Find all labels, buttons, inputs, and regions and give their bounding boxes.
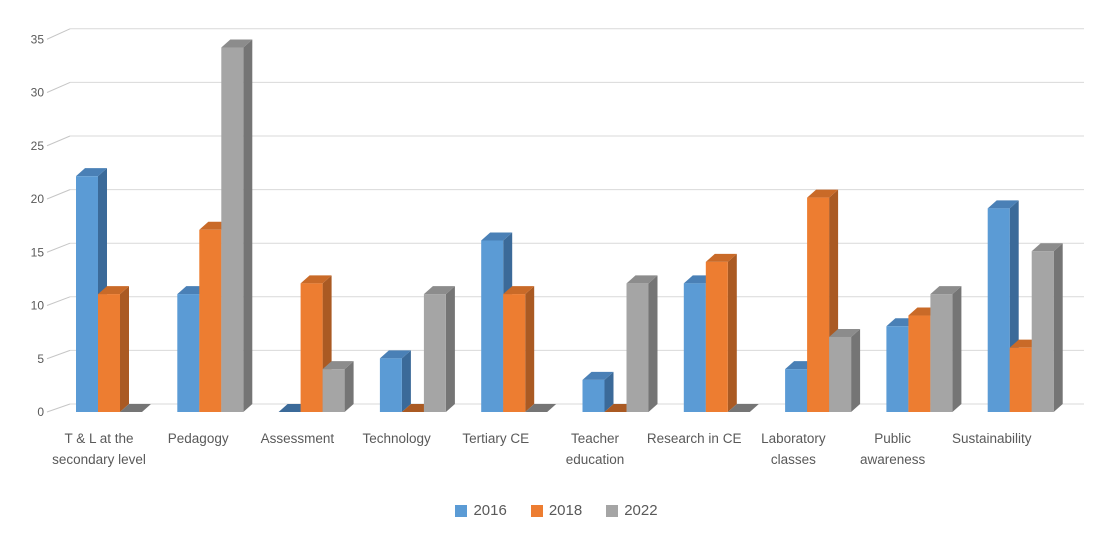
y-tick-line	[46, 135, 71, 147]
bar-2022-cat8-side	[952, 286, 962, 412]
bar-2016-cat9	[987, 208, 1010, 412]
bar-2022-cat9-side	[1053, 243, 1063, 412]
bar-2016-cat5-side	[604, 371, 614, 412]
y-tick-label: 35	[31, 32, 45, 46]
y-tick-line	[46, 242, 71, 253]
bar-2022-cat3-side	[445, 286, 455, 412]
legend: 2016 2018 2022	[0, 502, 1113, 519]
y-tick-line	[46, 349, 71, 360]
bar-2018-cat0-top	[98, 286, 129, 295]
bar-2016-cat8	[886, 326, 909, 412]
legend-label: 2018	[548, 502, 583, 519]
bar-2022-cat5	[626, 283, 649, 412]
bar-2016-cat6	[683, 283, 706, 412]
bar-2018-cat1	[199, 229, 222, 412]
category-label-0: T & L at the secondary level	[52, 431, 146, 467]
bar-2016-cat3-side	[401, 350, 411, 412]
category-label-7: Laboratory classes	[761, 431, 826, 467]
legend-item-2016: 2016	[455, 502, 507, 519]
y-tick-label: 30	[31, 86, 45, 100]
bar-2018-cat2	[300, 283, 323, 412]
bar-2018-cat6-top	[705, 253, 737, 262]
y-tick-label: 5	[37, 352, 44, 366]
category-label-8: Public awareness	[859, 431, 926, 467]
bar-2022-cat3	[423, 294, 446, 412]
bar-2018-cat9	[1009, 347, 1032, 412]
bar-2018-cat6-side	[727, 253, 737, 412]
bar-2022-cat7	[829, 336, 852, 412]
bar-2016-cat3-top	[379, 350, 411, 359]
bar-2022-cat3-top	[423, 286, 455, 295]
y-tick-line	[46, 403, 71, 413]
bar-2022-cat1-side	[243, 39, 253, 413]
bar-2018-cat0	[98, 294, 120, 412]
bar-2022-cat5-side	[648, 275, 658, 412]
category-label-1: Pedagogy	[167, 431, 229, 446]
y-tick-line	[46, 189, 71, 200]
category-label-5: Teacher education	[565, 431, 625, 467]
bar-2018-cat2-top	[300, 275, 332, 284]
bar-2016-cat5	[582, 379, 605, 412]
bar-2016-cat7	[785, 369, 808, 412]
bar-2018-cat4-side	[525, 286, 535, 412]
legend-swatch-2018	[530, 504, 543, 517]
bar-2018-cat0-side	[120, 286, 129, 412]
bar-2022-cat2	[322, 369, 345, 412]
y-tick-label: 0	[37, 405, 44, 419]
category-label-2: Assessment	[260, 431, 335, 446]
category-label-3: Technology	[362, 431, 431, 446]
bar-2018-cat7-top	[807, 189, 839, 198]
legend-swatch-2016	[455, 504, 468, 517]
bar-2018-cat6	[705, 261, 728, 412]
bar-2018-cat4-top	[503, 286, 535, 295]
bar-2022-cat9-top	[1031, 243, 1063, 252]
bar-2016-cat0-top	[76, 168, 107, 177]
legend-label: 2022	[624, 502, 658, 519]
bar-2018-cat4	[503, 294, 526, 412]
bar-2022-cat4-zero	[525, 404, 557, 412]
bar-2016-cat0	[76, 176, 98, 412]
bar-2022-cat8	[930, 294, 953, 412]
bar-2022-cat6-zero	[727, 404, 759, 412]
bar-2018-cat8	[908, 315, 931, 412]
bar-2022-cat7-top	[829, 328, 861, 337]
bar-2022-cat2-side	[344, 361, 354, 412]
bar-2016-cat1	[177, 294, 200, 412]
bar-2018-cat7	[807, 197, 830, 412]
y-tick-line	[46, 81, 71, 93]
y-tick-label: 20	[31, 192, 45, 206]
bar-2016-cat4-top	[481, 232, 513, 241]
category-label-4: Tertiary CE	[462, 431, 530, 446]
bar-2022-cat0-zero	[120, 404, 151, 412]
bar-2016-cat4	[481, 240, 504, 412]
legend-label: 2016	[473, 502, 507, 519]
bar-2016-cat5-top	[582, 371, 614, 380]
y-tick-label: 15	[31, 245, 45, 259]
legend-swatch-2022	[606, 504, 619, 517]
category-label-9: Sustainability	[952, 431, 1032, 446]
bar-2016-cat3	[379, 358, 402, 412]
legend-item-2022: 2022	[606, 502, 658, 519]
bar-2022-cat1	[221, 47, 244, 413]
y-tick-line	[46, 296, 71, 306]
bar-2022-cat5-top	[626, 275, 658, 284]
bar-2022-cat9	[1031, 251, 1054, 412]
y-tick-label: 10	[31, 299, 45, 313]
bar-2022-cat1-top	[221, 39, 253, 48]
y-tick-line	[46, 28, 71, 40]
bar-2016-cat9-top	[987, 200, 1019, 209]
bar-2022-cat7-side	[851, 328, 861, 412]
bar-2022-cat8-top	[930, 286, 962, 295]
y-tick-label: 25	[31, 139, 45, 153]
legend-item-2018: 2018	[530, 502, 583, 519]
category-label-6: Research in CE	[646, 431, 742, 446]
bar-2022-cat2-top	[322, 361, 354, 370]
